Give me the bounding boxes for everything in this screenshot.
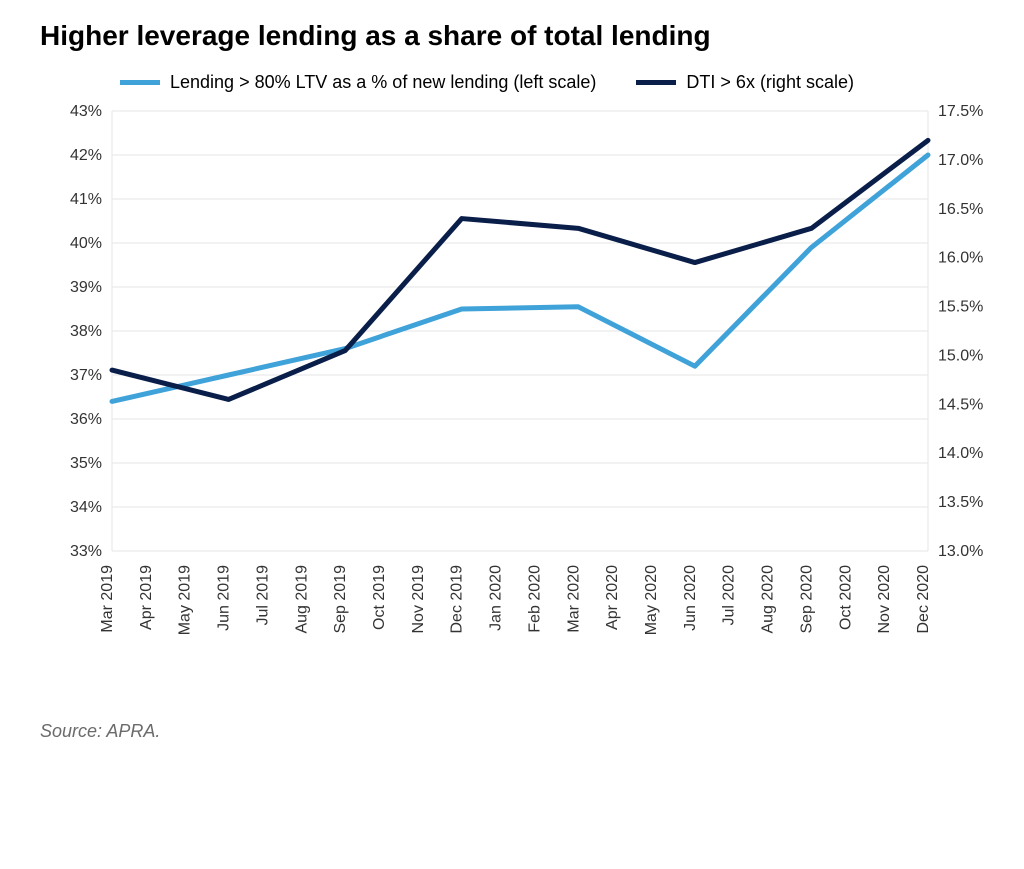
svg-text:Oct 2020: Oct 2020 [837,565,854,630]
svg-text:17.5%: 17.5% [938,103,983,120]
svg-text:Mar 2020: Mar 2020 [565,565,582,633]
legend-item-dti: DTI > 6x (right scale) [636,72,854,93]
svg-text:Mar 2019: Mar 2019 [99,565,116,633]
svg-text:33%: 33% [70,543,102,560]
chart-container: Higher leverage lending as a share of to… [0,0,1024,869]
svg-text:Dec 2019: Dec 2019 [449,565,466,634]
svg-text:38%: 38% [70,323,102,340]
legend: Lending > 80% LTV as a % of new lending … [120,72,1024,93]
svg-text:39%: 39% [70,279,102,296]
svg-text:Sep 2020: Sep 2020 [798,565,815,634]
svg-text:Apr 2019: Apr 2019 [138,565,155,630]
svg-text:Dec 2020: Dec 2020 [915,565,932,634]
svg-text:Jun 2019: Jun 2019 [216,565,233,631]
svg-text:13.5%: 13.5% [938,494,983,511]
svg-text:Jul 2019: Jul 2019 [254,565,271,626]
svg-text:16.5%: 16.5% [938,201,983,218]
svg-text:16.0%: 16.0% [938,250,983,267]
svg-text:35%: 35% [70,455,102,472]
svg-text:Jul 2020: Jul 2020 [721,565,738,626]
svg-text:15.5%: 15.5% [938,299,983,316]
plot-area: 33% 34% 35% 36% 37% 38% 39% 40% 41% 42% 43% 13.0% 13… [40,101,1000,701]
legend-label-dti: DTI > 6x (right scale) [686,72,854,93]
svg-text:34%: 34% [70,499,102,516]
svg-text:Aug 2020: Aug 2020 [760,565,777,634]
svg-text:Aug 2019: Aug 2019 [293,565,310,634]
svg-text:14.0%: 14.0% [938,445,983,462]
svg-text:Oct 2019: Oct 2019 [371,565,388,630]
svg-text:Sep 2019: Sep 2019 [332,565,349,634]
svg-text:42%: 42% [70,147,102,164]
svg-text:15.0%: 15.0% [938,347,983,364]
legend-label-ltv: Lending > 80% LTV as a % of new lending … [170,72,596,93]
svg-text:43%: 43% [70,103,102,120]
svg-text:14.5%: 14.5% [938,396,983,413]
svg-text:17.0%: 17.0% [938,152,983,169]
svg-text:May 2020: May 2020 [643,565,660,635]
source-label: Source: APRA. [40,721,1024,742]
svg-text:May 2019: May 2019 [177,565,194,635]
svg-text:40%: 40% [70,235,102,252]
svg-text:Nov 2019: Nov 2019 [410,565,427,634]
svg-text:36%: 36% [70,411,102,428]
svg-text:Feb 2020: Feb 2020 [526,565,543,633]
chart-title: Higher leverage lending as a share of to… [40,20,1024,52]
legend-swatch-ltv [120,80,160,85]
svg-text:Jan 2020: Jan 2020 [488,565,505,631]
svg-text:13.0%: 13.0% [938,543,983,560]
svg-text:37%: 37% [70,367,102,384]
svg-text:41%: 41% [70,191,102,208]
legend-item-ltv: Lending > 80% LTV as a % of new lending … [120,72,596,93]
legend-swatch-dti [636,80,676,85]
svg-text:Nov 2020: Nov 2020 [876,565,893,634]
svg-text:Apr 2020: Apr 2020 [604,565,621,630]
svg-text:Jun 2020: Jun 2020 [682,565,699,631]
chart-svg: 33% 34% 35% 36% 37% 38% 39% 40% 41% 42% 43% 13.0% 13… [40,101,1000,701]
